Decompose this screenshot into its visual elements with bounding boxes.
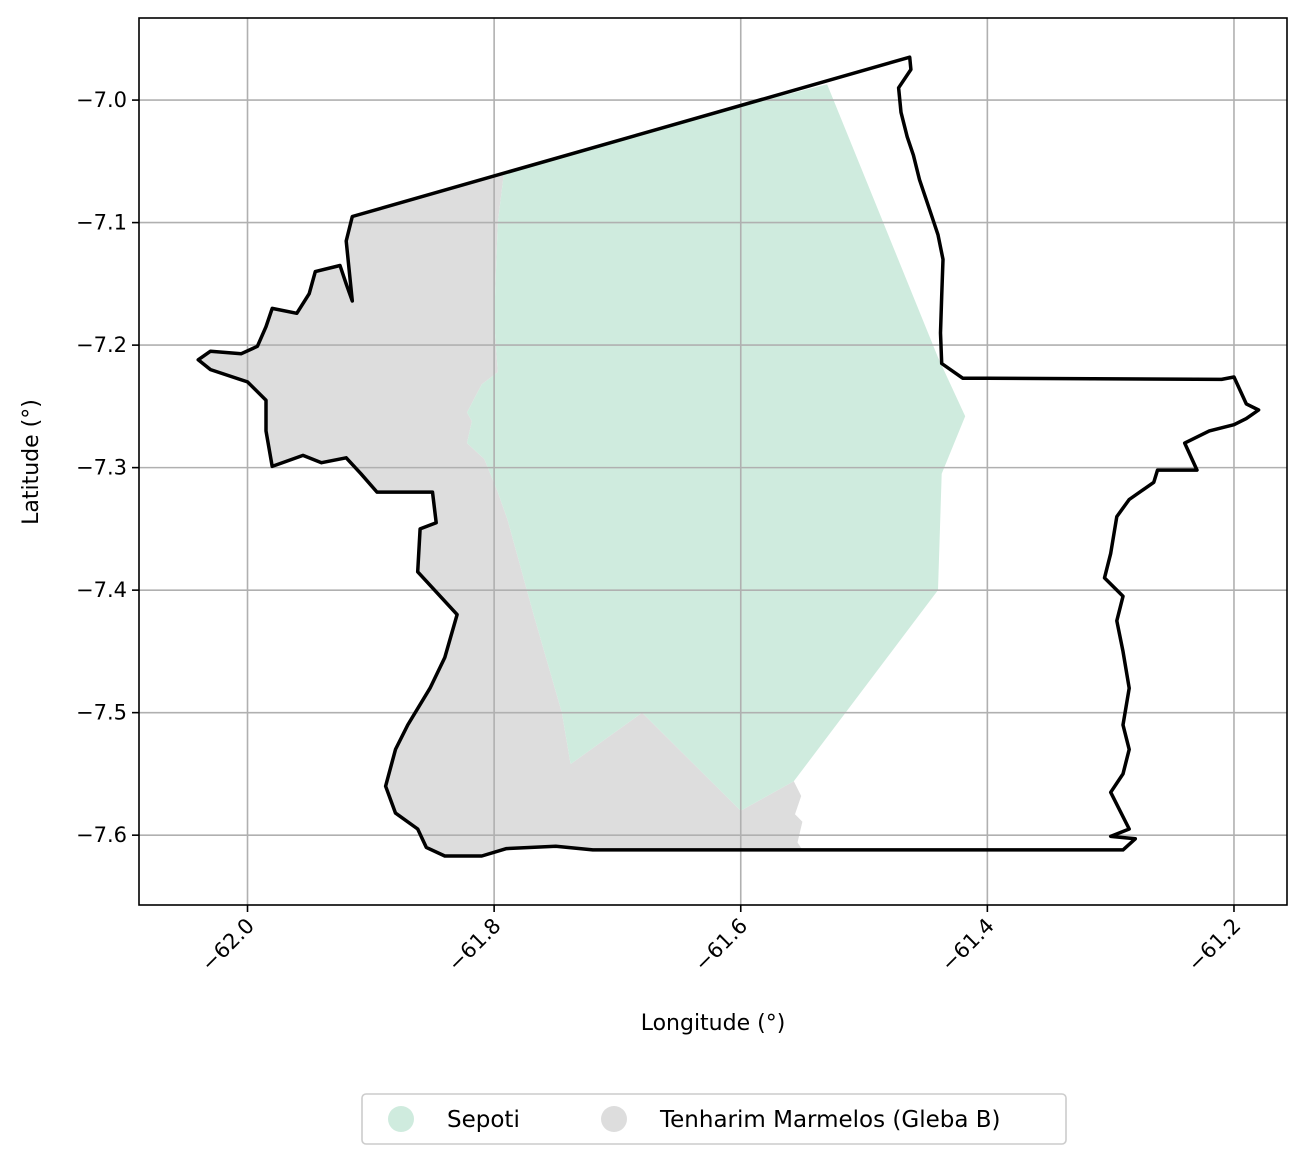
- x-axis-ticks: −62.0 −61.8 −61.6 −61.4 −61.2: [197, 905, 1246, 976]
- grid-lines: [139, 18, 1287, 905]
- legend-label-tenharim: Tenharim Marmelos (Gleba B): [659, 1107, 1001, 1133]
- y-tick-label: −7.5: [76, 701, 127, 725]
- region-sepoti: [467, 84, 966, 811]
- y-axis-ticks: −7.0 −7.1 −7.2 −7.3 −7.4 −7.5 −7.6: [76, 88, 139, 847]
- y-tick-label: −7.4: [76, 578, 127, 602]
- y-axis-label: Latitude (°): [19, 399, 44, 525]
- legend-label-sepoti: Sepoti: [447, 1107, 520, 1133]
- x-tick-label: −61.8: [443, 914, 505, 976]
- y-tick-label: −7.1: [76, 211, 127, 235]
- x-tick-label: −61.4: [936, 914, 998, 976]
- y-tick-label: −7.0: [76, 88, 127, 112]
- x-tick-label: −62.0: [197, 914, 259, 976]
- plot-area: [138, 17, 1288, 906]
- legend-box: [361, 1093, 1067, 1145]
- x-tick-label: −61.2: [1183, 914, 1245, 976]
- x-axis-label: Longitude (°): [641, 1011, 786, 1036]
- legend: Sepoti Tenharim Marmelos (Gleba B): [361, 1093, 1067, 1145]
- y-tick-label: −7.3: [76, 456, 127, 480]
- region-tenharim-marmelos-gleba-b: [198, 172, 803, 856]
- territory-boundary: [196, 55, 1261, 858]
- y-tick-label: −7.2: [76, 333, 127, 357]
- x-tick-label: −61.6: [690, 914, 752, 976]
- y-tick-label: −7.6: [76, 823, 127, 847]
- legend-marker-tenharim: [601, 1106, 627, 1132]
- plot-frame: [138, 17, 1288, 906]
- regions-layer: [198, 84, 966, 856]
- boundary-layer: [196, 55, 1261, 858]
- legend-marker-sepoti: [388, 1106, 414, 1132]
